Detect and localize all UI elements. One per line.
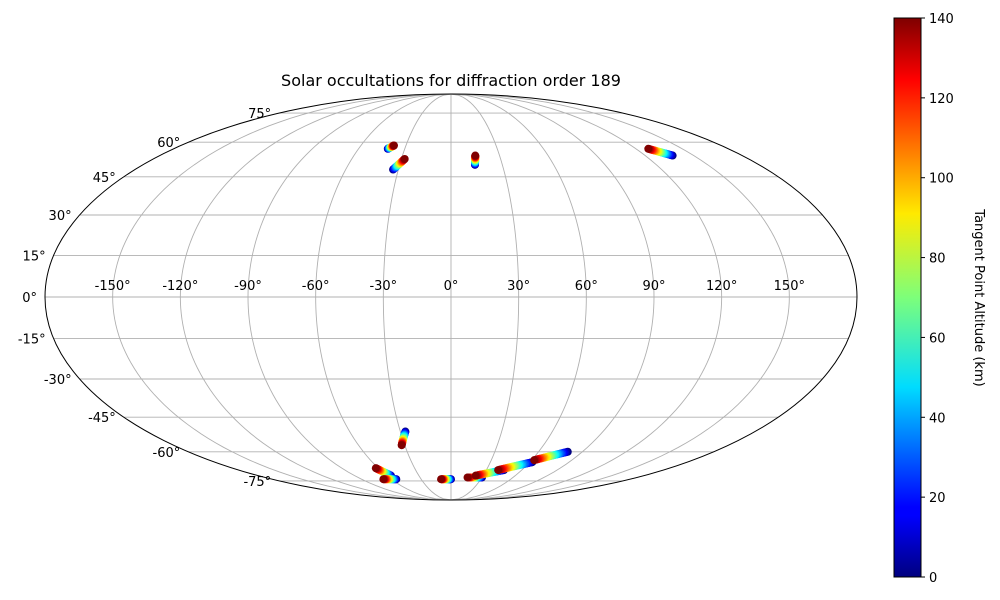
longitude-tick-label: -150° — [95, 279, 131, 294]
colorbar-tick-label: 60 — [929, 331, 946, 346]
longitude-tick-label: -30° — [369, 279, 397, 294]
latitude-tick-label: 45° — [93, 171, 116, 186]
data-point — [371, 464, 380, 473]
longitude-tick-label: -120° — [162, 279, 198, 294]
data-point — [530, 456, 539, 465]
chart-title: Solar occultations for diffraction order… — [281, 71, 621, 90]
longitude-gridline — [179, 94, 452, 500]
colorbar-tick-label: 0 — [929, 571, 937, 586]
latitude-tick-label: -45° — [88, 411, 116, 426]
longitude-tick-label: 150° — [774, 279, 805, 294]
longitude-gridline — [450, 94, 587, 500]
data-point — [397, 441, 406, 450]
map-boundary — [44, 93, 858, 501]
latitude-tick-label: 15° — [23, 249, 46, 264]
occultation-points — [371, 141, 677, 484]
longitude-gridline — [112, 94, 452, 500]
occultation-track — [494, 458, 537, 475]
longitude-tick-label: 60° — [575, 279, 598, 294]
data-point — [463, 473, 472, 482]
colorbar-label: Tangent Point Altitude (km) — [971, 208, 986, 386]
occultation-track — [383, 141, 398, 153]
longitude-tick-label: -60° — [302, 279, 330, 294]
latitude-tick-label: -30° — [44, 373, 72, 388]
longitude-tick-label: 30° — [507, 279, 530, 294]
data-point — [389, 141, 398, 150]
latitude-tick-label: -15° — [18, 333, 46, 348]
longitude-tick-labels: -150° -120° -90° -60° -30° 0° 30° 60° 90° 120° 150… — [95, 279, 805, 294]
occultation-track — [437, 475, 455, 484]
latitude-tick-labels: 75° 60° 45° 30° 15° 0° -15° -30° -45° -60° -75° — [18, 107, 271, 490]
latitude-tick-label: -60° — [153, 446, 181, 461]
colorbar-tick-label: 40 — [929, 411, 946, 426]
occultation-track — [470, 151, 480, 169]
longitude-gridline — [450, 94, 723, 500]
longitude-tick-label: 120° — [706, 279, 737, 294]
colorbar-gradient — [893, 17, 922, 578]
longitude-tick-label: 90° — [642, 279, 665, 294]
colorbar-tick-label: 20 — [929, 491, 946, 506]
colorbar-tick-label: 120 — [929, 92, 954, 107]
colorbar-tick-label: 140 — [929, 12, 954, 27]
map-gridlines — [45, 94, 857, 500]
longitude-gridline — [450, 94, 520, 500]
occultation-track — [389, 154, 409, 174]
latitude-tick-label: -75° — [243, 475, 271, 490]
longitude-gridline — [450, 94, 655, 500]
data-point — [437, 475, 446, 484]
data-point — [471, 471, 480, 480]
longitude-gridline — [382, 94, 452, 500]
occultation-track — [644, 144, 677, 160]
colorbar-tick-label: 100 — [929, 172, 954, 187]
longitude-tick-label: 0° — [444, 279, 459, 294]
colorbar-tick-label: 80 — [929, 252, 946, 267]
latitude-tick-label: 60° — [157, 136, 180, 151]
data-point — [379, 475, 388, 484]
data-point — [471, 151, 480, 160]
occultation-track — [371, 464, 396, 480]
occultation-track — [397, 427, 410, 450]
longitude-tick-label: -90° — [234, 279, 262, 294]
latitude-tick-label: 75° — [248, 107, 271, 122]
data-point — [644, 144, 653, 153]
longitude-gridline — [247, 94, 452, 500]
latitude-tick-label: 0° — [22, 291, 37, 306]
colorbar-ticks: 0 20 40 60 80 100 120 140 — [921, 12, 954, 586]
occultation-track — [379, 475, 401, 484]
colorbar: 0 20 40 60 80 100 120 140 Tangent Point Altitud… — [893, 12, 986, 586]
data-point — [494, 466, 503, 475]
latitude-tick-label: 30° — [49, 209, 72, 224]
data-point — [400, 154, 409, 163]
longitude-gridline — [315, 94, 452, 500]
occultation-track — [530, 447, 572, 465]
longitude-gridline — [450, 94, 790, 500]
